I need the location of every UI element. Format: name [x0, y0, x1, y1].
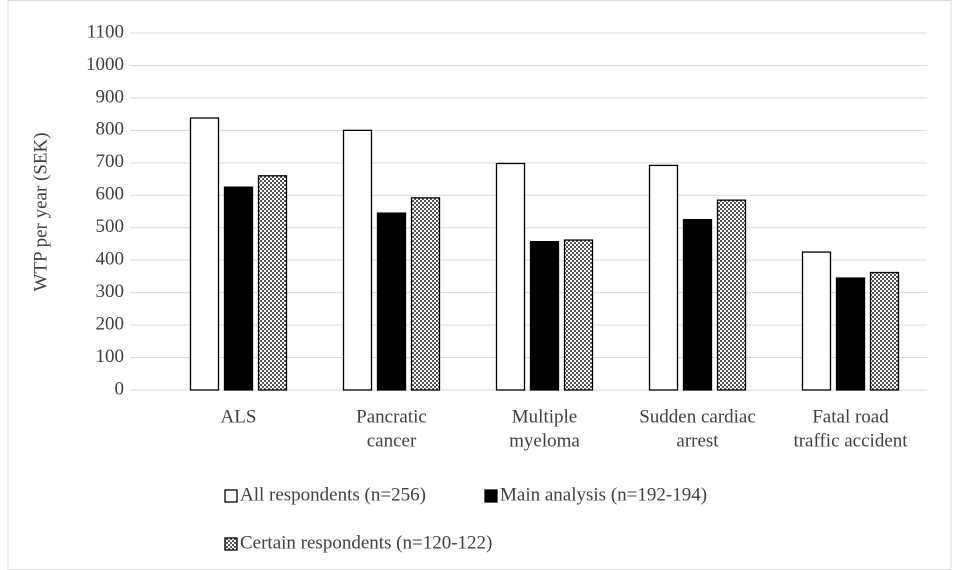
bar	[410, 197, 441, 391]
x-tick-label: Pancratic	[356, 406, 427, 427]
x-tick-label: Multiple	[512, 406, 577, 427]
x-tick-label: ALS	[221, 406, 257, 427]
y-tick-label: 900	[96, 86, 125, 107]
bar	[223, 186, 254, 391]
bar	[376, 212, 407, 391]
y-tick-label: 300	[96, 281, 125, 302]
legend-label: All respondents (n=256)	[240, 484, 426, 505]
bar	[189, 117, 220, 391]
x-tick-label: cancer	[367, 430, 417, 451]
y-tick-label: 200	[96, 313, 125, 334]
bar	[257, 175, 288, 391]
x-tick-label: arrest	[676, 430, 719, 451]
y-tick-label: 600	[96, 184, 125, 205]
x-tick-label: traffic accident	[793, 430, 908, 451]
bar	[342, 129, 373, 391]
legend-swatch	[484, 489, 498, 503]
legend-swatch	[224, 489, 238, 503]
y-tick-label: 500	[96, 216, 125, 237]
legend-label: Certain respondents (n=120-122)	[240, 532, 492, 553]
x-tick-label: Sudden cardiac	[639, 406, 756, 427]
y-tick-label: 400	[96, 249, 125, 270]
y-tick-label: 1000	[86, 54, 124, 75]
bar	[869, 271, 900, 391]
y-tick-label: 800	[96, 119, 125, 140]
y-axis-label: WTP per year (SEK)	[30, 132, 51, 291]
y-tick-label: 100	[96, 346, 125, 367]
bar	[648, 164, 679, 391]
bar	[682, 218, 713, 391]
bar	[495, 162, 526, 391]
y-tick-label: 700	[96, 151, 125, 172]
bar	[801, 251, 832, 391]
bar	[835, 277, 866, 391]
bar	[716, 199, 747, 391]
bar	[529, 241, 560, 391]
y-tick-label: 0	[115, 378, 125, 399]
legend-label: Main analysis (n=192-194)	[500, 484, 707, 505]
x-tick-label: myeloma	[509, 430, 580, 451]
legend-swatch	[224, 537, 238, 551]
bar	[563, 239, 594, 391]
x-tick-label: Fatal road	[812, 406, 889, 427]
y-tick-label: 1100	[87, 21, 124, 42]
